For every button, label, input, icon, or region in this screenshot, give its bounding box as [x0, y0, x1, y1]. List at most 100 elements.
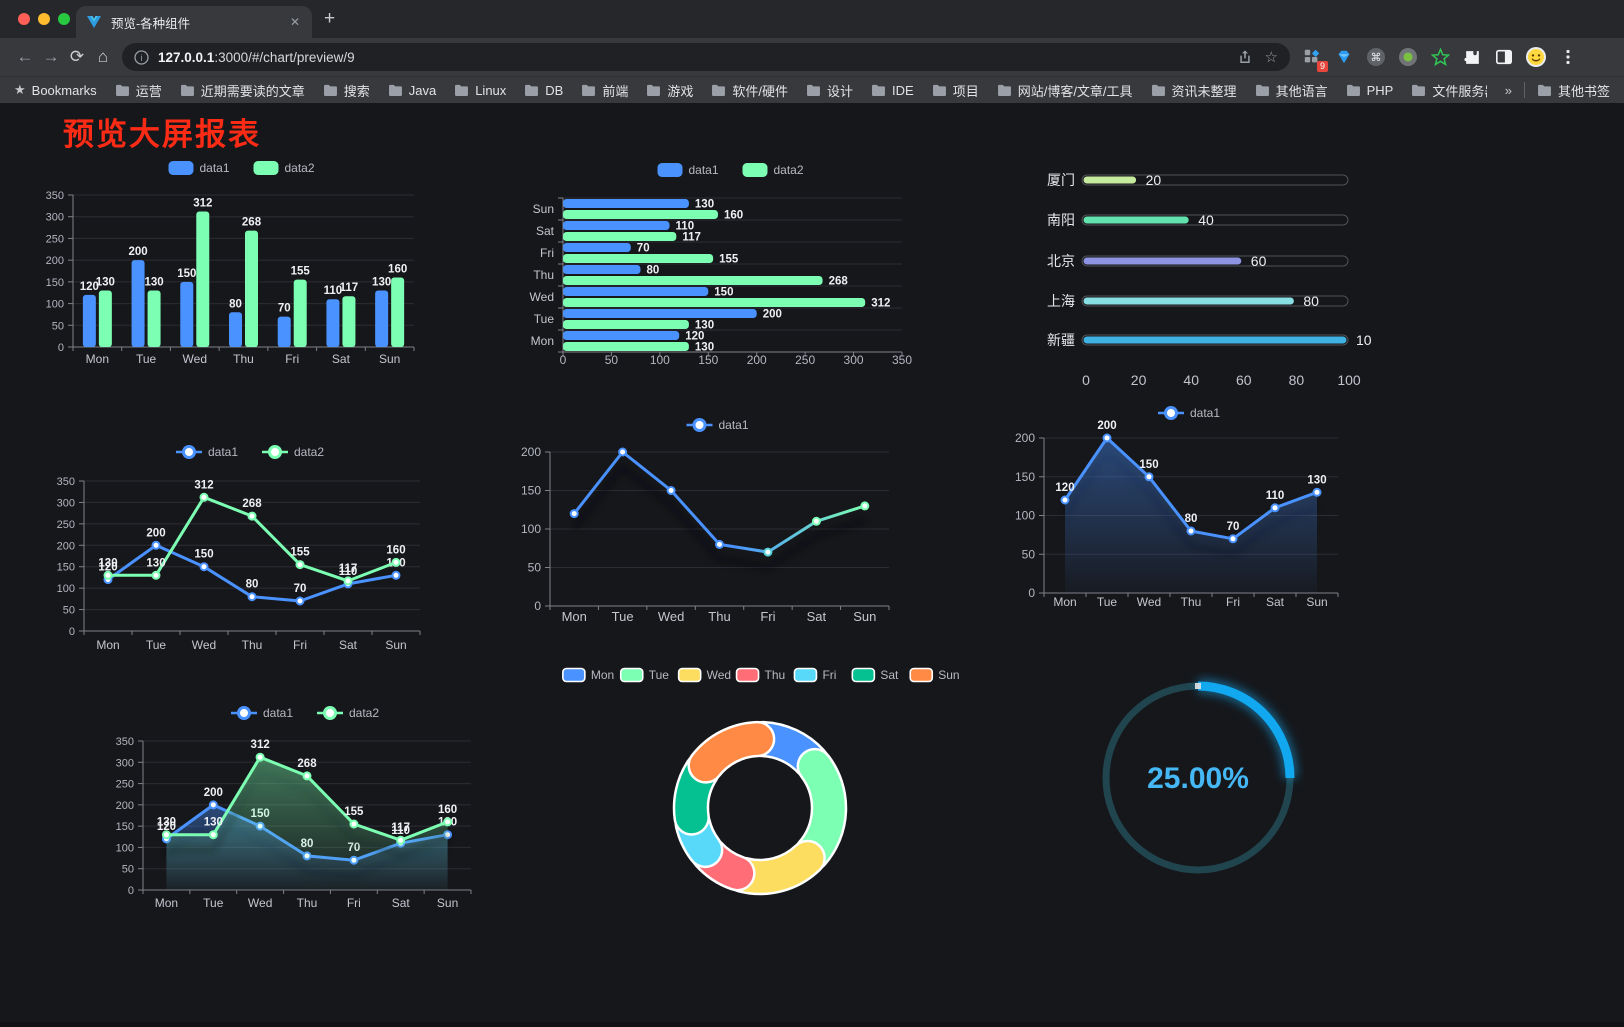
home-icon[interactable]: ⌂: [97, 47, 109, 66]
chart-line-two-series[interactable]: 0 50 100 150 200 250 300 350 Mon Tue Wed Thu Fri Sat S…: [45, 440, 435, 670]
site-info-icon[interactable]: i: [134, 49, 149, 65]
chart-area-two-series[interactable]: 0 50 100 150 200 250 300 350 Mon Tue Wed Thu Fri Sat S…: [100, 700, 480, 928]
svg-text:312: 312: [871, 298, 890, 310]
bookmark-item[interactable]: 资讯未整理: [1151, 81, 1237, 100]
svg-text:80: 80: [246, 579, 259, 591]
folder-icon: [323, 84, 338, 96]
bookmark-item[interactable]: 游戏: [646, 81, 693, 100]
svg-text:312: 312: [193, 198, 212, 210]
reload-icon[interactable]: ⟳: [69, 47, 85, 66]
svg-text:60: 60: [1251, 253, 1267, 269]
bookmark-item[interactable]: DB: [524, 81, 563, 100]
svg-text:Thu: Thu: [1181, 595, 1202, 609]
bookmarks-root[interactable]: ★ Bookmarks: [14, 82, 97, 98]
svg-text:130: 130: [372, 277, 391, 289]
svg-text:Fri: Fri: [1226, 595, 1240, 609]
chart-area-single[interactable]: 0 50 100 150 200 Mon Tue Wed Thu Fri Sat Sun 120 200 1…: [990, 388, 1350, 623]
window-controls: [18, 13, 70, 25]
bookmark-item[interactable]: 其他语言: [1255, 81, 1328, 100]
svg-text:data2: data2: [349, 706, 379, 720]
bookmark-item[interactable]: 近期需要读的文章: [180, 81, 305, 100]
svg-text:150: 150: [57, 562, 75, 574]
svg-text:50: 50: [528, 561, 542, 575]
svg-text:0: 0: [534, 599, 541, 613]
folder-icon: [806, 84, 821, 96]
legend: data1 data2: [168, 161, 315, 175]
svg-text:117: 117: [391, 822, 410, 834]
new-tab-button[interactable]: +: [324, 8, 336, 29]
svg-text:Sat: Sat: [536, 224, 555, 238]
svg-text:120: 120: [98, 562, 117, 574]
bookmark-item[interactable]: Java: [388, 81, 436, 100]
svg-text:Tue: Tue: [136, 352, 157, 366]
svg-text:250: 250: [57, 519, 75, 531]
command-icon[interactable]: ⌘: [1364, 45, 1388, 69]
chart-donut[interactable]: Mon Tue Wed Thu Fri Sat Sun: [560, 662, 960, 907]
svg-text:300: 300: [844, 353, 864, 367]
svg-text:70: 70: [294, 583, 307, 595]
other-bookmarks[interactable]: 其他书签: [1537, 81, 1610, 100]
diamond-icon[interactable]: [1332, 45, 1356, 69]
chart-line-gradient[interactable]: 0 50 100 150 200 Mon Tue Wed Thu Fri Sat Sun data1: [505, 400, 900, 640]
bookmark-item[interactable]: 设计: [806, 81, 853, 100]
puzzle-icon[interactable]: [1460, 45, 1484, 69]
bookmark-star-icon[interactable]: ☆: [1264, 49, 1278, 66]
svg-text:data1: data1: [1190, 406, 1220, 420]
bookmark-item[interactable]: 项目: [932, 81, 979, 100]
bookmark-item[interactable]: Linux: [454, 81, 506, 100]
chart-city-progress[interactable]: 厦门 20 南阳 40 北京 60 上海 80 新疆 100 0 20 40 60 80 100: [1000, 160, 1372, 395]
bookmarks-overflow-chevron[interactable]: »: [1504, 82, 1512, 98]
svg-text:0: 0: [1082, 372, 1090, 388]
chart-gauge-progress[interactable]: 25.00%: [1092, 672, 1304, 884]
star-icon: ★: [14, 82, 26, 97]
bookmark-item[interactable]: 搜索: [323, 81, 370, 100]
svg-text:data2: data2: [285, 161, 315, 175]
share-icon[interactable]: [1237, 49, 1253, 65]
svg-text:300: 300: [57, 497, 75, 509]
svg-text:Mon: Mon: [86, 352, 109, 366]
address-bar[interactable]: i 127.0.0.1:3000/#/chart/preview/9 ☆: [122, 43, 1290, 71]
svg-text:Thu: Thu: [708, 609, 730, 624]
svg-text:110: 110: [676, 221, 695, 233]
svg-text:i: i: [141, 53, 143, 63]
bookmark-item[interactable]: 网站/博客/文章/工具: [997, 81, 1133, 100]
chart-grouped-bar[interactable]: 0 50 100 150 200 250 300 350 Mon Tue Wed Thu Fri Sat S…: [45, 155, 437, 377]
bookmarks-right: » 其他书签: [1505, 81, 1610, 100]
svg-text:268: 268: [242, 498, 262, 510]
green-star-icon[interactable]: [1428, 45, 1452, 69]
back-icon[interactable]: ←: [16, 47, 34, 66]
favicon: [86, 15, 102, 29]
legend: data1: [686, 418, 749, 432]
bookmark-item[interactable]: PHP: [1346, 81, 1393, 100]
svg-text:100: 100: [1015, 509, 1035, 523]
svg-text:300: 300: [46, 212, 64, 224]
bookmark-item[interactable]: 软件/硬件: [711, 81, 788, 100]
svg-text:北京: 北京: [1047, 253, 1075, 269]
bookmark-item[interactable]: IDE: [871, 81, 914, 100]
bookmarks-bar: ★ Bookmarks 运营 近期需要读的文章 搜索 Java Linux DB 前端 游戏软…: [0, 76, 1624, 103]
svg-text:130: 130: [204, 817, 223, 829]
bookmark-item[interactable]: 运营: [115, 81, 162, 100]
folder-icon: [1346, 84, 1361, 96]
split-square-icon[interactable]: [1492, 45, 1516, 69]
forward-icon[interactable]: →: [42, 47, 60, 66]
grid-icon[interactable]: 9: [1300, 45, 1328, 72]
tab-close-icon[interactable]: ✕: [289, 15, 300, 29]
close-window-button[interactable]: [18, 13, 30, 25]
emoji-face-icon[interactable]: [1524, 45, 1548, 69]
page-title: 预览大屏报表: [63, 117, 261, 152]
bookmark-item[interactable]: 文件服务器: [1411, 81, 1487, 100]
divider: [1523, 82, 1525, 98]
minimize-window-button[interactable]: [38, 13, 50, 25]
kebab-menu-icon[interactable]: [1556, 45, 1580, 69]
maximize-window-button[interactable]: [58, 13, 70, 25]
record-icon[interactable]: [1396, 45, 1420, 69]
legend: data1: [1158, 406, 1220, 420]
svg-text:Sat: Sat: [392, 896, 411, 910]
browser-tab[interactable]: 预览-各种组件 ✕: [76, 6, 312, 38]
svg-text:Fri: Fri: [285, 352, 299, 366]
svg-text:data1: data1: [208, 445, 238, 459]
svg-text:100: 100: [46, 299, 64, 311]
chart-horizontal-bar[interactable]: 0 50 100 150 200 250 300 350 Sun 130 160 Sat 110 117 F…: [510, 155, 915, 377]
bookmark-item[interactable]: 前端: [581, 81, 628, 100]
